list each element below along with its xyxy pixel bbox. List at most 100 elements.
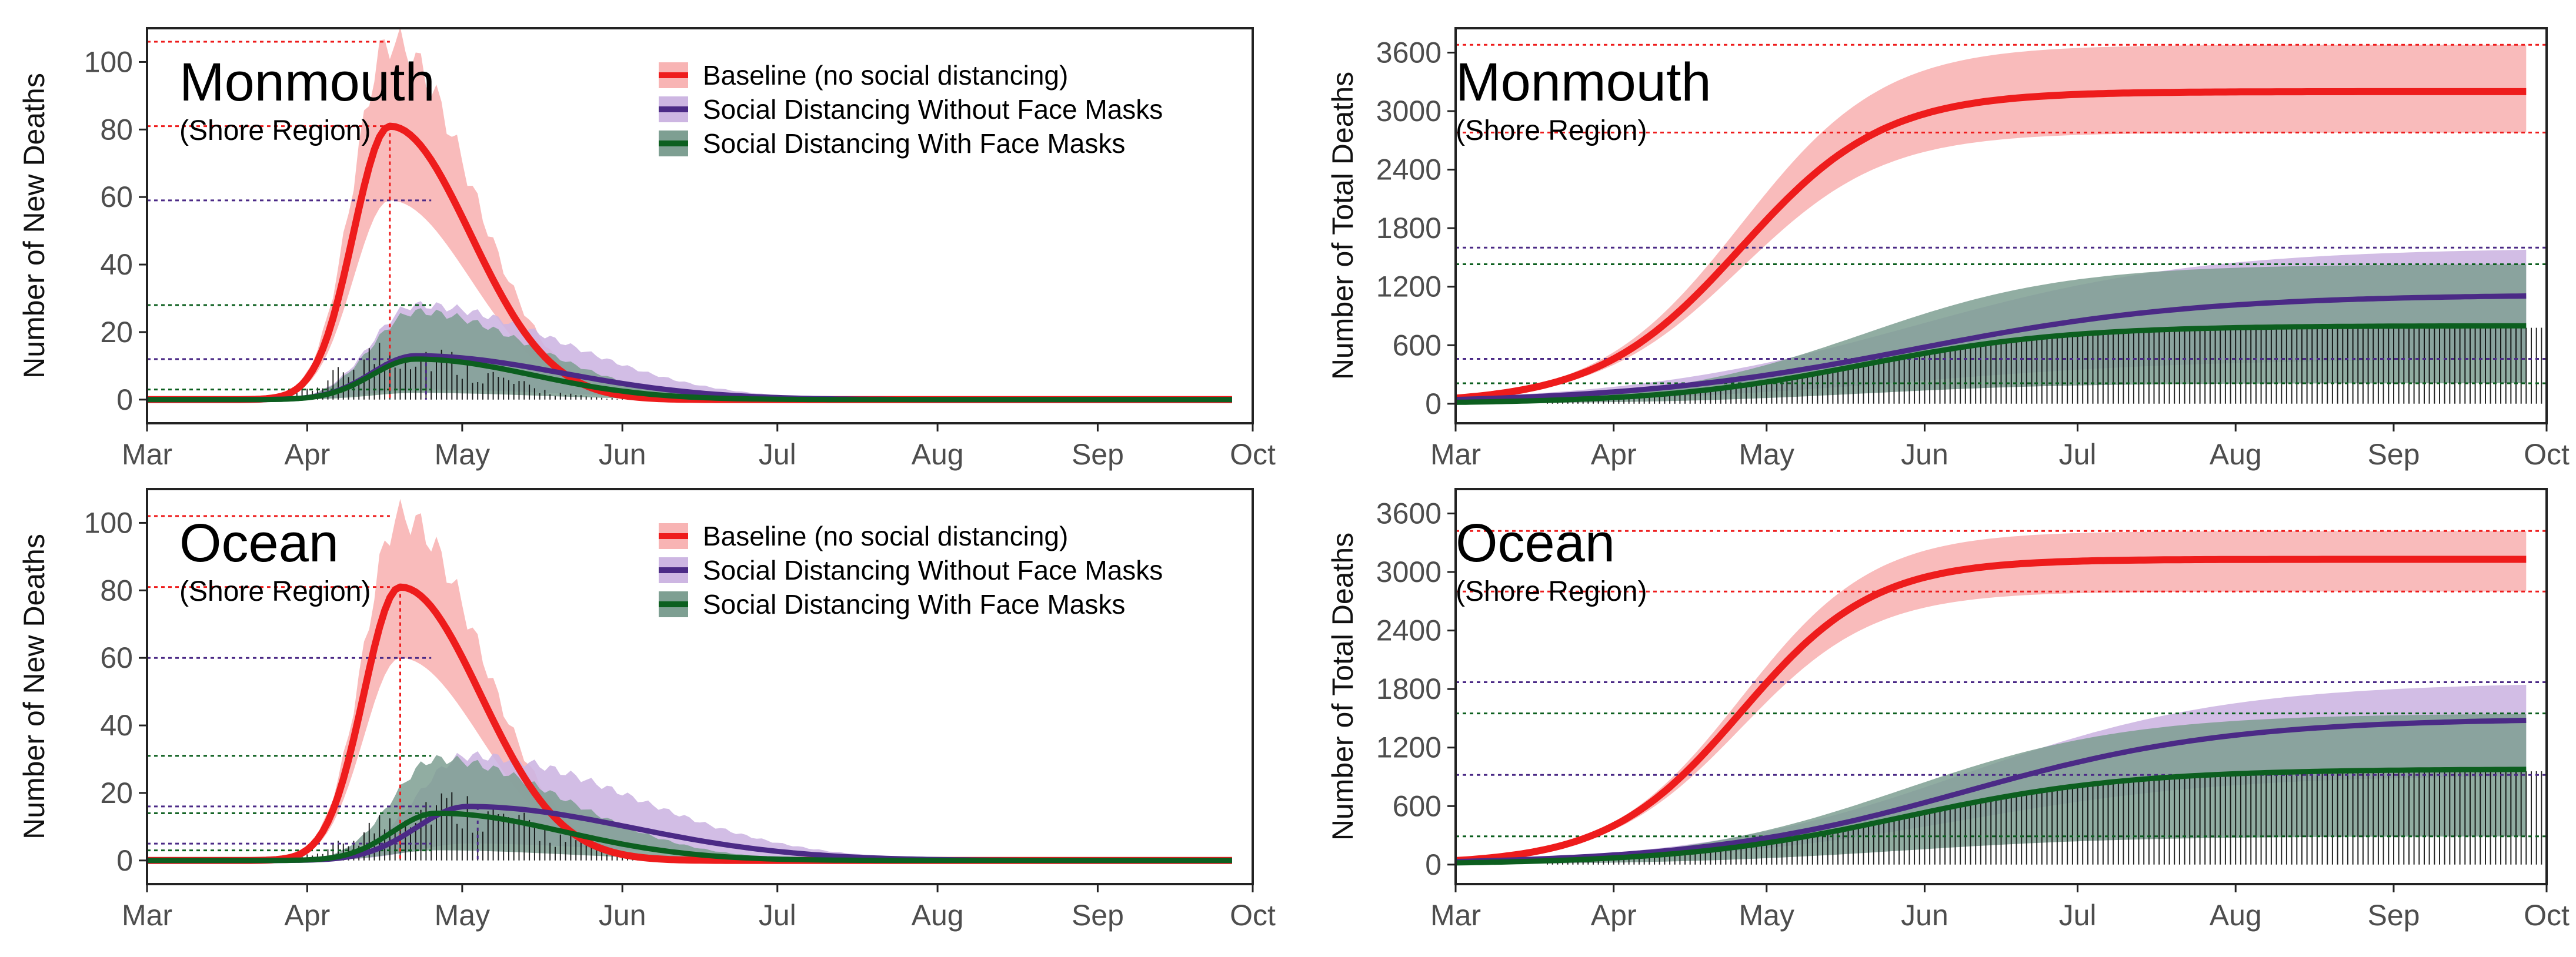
y-tick-label: 3000 xyxy=(1376,556,1442,588)
no_mask-band xyxy=(147,301,1232,400)
baseline-line xyxy=(1456,556,2527,864)
panel-subtitle: (Shore Region) xyxy=(179,115,371,146)
plot-area xyxy=(1456,44,2547,405)
y-tick-label: 3600 xyxy=(1376,497,1442,530)
y-tick-label: 3000 xyxy=(1376,95,1442,128)
legend-label-mask: Social Distancing With Face Masks xyxy=(703,589,1125,620)
x-tick-label: Sep xyxy=(1072,438,1124,471)
legend-label-baseline: Baseline (no social distancing) xyxy=(703,521,1068,551)
x-tick-label: Jun xyxy=(1901,899,1948,932)
panel-title: Ocean xyxy=(1456,513,1615,573)
y-axis-label: Number of Total Deaths xyxy=(1326,533,1359,841)
x-tick-label: Jul xyxy=(759,438,796,471)
plot-frame xyxy=(1454,27,2548,424)
baseline-line xyxy=(1456,88,2527,402)
x-tick-label: Apr xyxy=(284,899,330,932)
legend-label-baseline: Baseline (no social distancing) xyxy=(703,60,1068,91)
y-tick-label: 0 xyxy=(1425,848,1442,881)
y-tick-label: 1800 xyxy=(1376,672,1442,705)
x-tick-label: May xyxy=(435,438,490,471)
x-tick-label: Jun xyxy=(1901,438,1948,471)
plot-area xyxy=(147,498,1232,864)
panel-bottom-left: 0 20 40 60 80 100 Mar Apr May Jun Jul Aug Sep Oct Numb… xyxy=(18,488,1276,932)
no_mask-line xyxy=(1456,293,2527,403)
x-tick-label: Mar xyxy=(122,899,172,932)
plot-frame xyxy=(1454,488,2548,885)
panel-top-left: 0 20 40 60 80 100 Mar Apr May Jun Jul Aug Sep Oct Numb… xyxy=(18,27,1276,471)
x-tick-label: Aug xyxy=(912,438,964,471)
mask-band xyxy=(1456,714,2527,864)
panel-top-right: 0 600 1200 1800 2400 3000 3600 Mar Apr May Jun Jul A… xyxy=(1326,27,2570,471)
baseline-band xyxy=(147,498,1232,861)
x-tick-label: Sep xyxy=(2367,899,2420,932)
panel-subtitle: (Shore Region) xyxy=(179,576,371,607)
x-tick-label: Apr xyxy=(1591,438,1637,471)
y-axis-label: Number of Total Deaths xyxy=(1326,72,1359,380)
y-tick-label: 2400 xyxy=(1376,153,1442,186)
panel-subtitle: (Shore Region) xyxy=(1456,115,1647,146)
panel-subtitle: (Shore Region) xyxy=(1456,576,1647,607)
no_mask-line xyxy=(1456,718,2527,865)
mask-line xyxy=(1456,767,2527,866)
x-tick-label: Jul xyxy=(2059,438,2097,471)
plot-area xyxy=(147,28,1232,403)
y-tick-label: 2400 xyxy=(1376,614,1442,647)
y-tick-label: 60 xyxy=(100,180,133,213)
y-tick-label: 600 xyxy=(1393,789,1442,822)
y-tick-label: 40 xyxy=(100,709,133,742)
y-tick-label: 40 xyxy=(100,248,133,281)
legend-label-mask: Social Distancing With Face Masks xyxy=(703,128,1125,159)
x-tick-label: Mar xyxy=(1430,899,1481,932)
baseline-band xyxy=(147,28,1232,400)
mask-line xyxy=(147,356,1232,403)
baseline-band xyxy=(1456,531,2527,861)
x-tick-label: May xyxy=(1739,438,1794,471)
plot-frame xyxy=(146,27,1254,424)
x-tick-label: Oct xyxy=(2524,438,2570,471)
x-tick-label: Aug xyxy=(912,899,964,932)
x-tick-label: Sep xyxy=(2367,438,2420,471)
x-tick-label: Oct xyxy=(2524,899,2570,932)
x-tick-label: Apr xyxy=(1591,899,1637,932)
mask-band xyxy=(147,755,1232,861)
x-tick-label: Jul xyxy=(2059,899,2097,932)
x-tick-label: May xyxy=(435,899,490,932)
panel-title: Monmouth xyxy=(1456,52,1711,112)
mask-line xyxy=(147,810,1232,864)
baseline-band xyxy=(1456,45,2527,399)
y-tick-label: 100 xyxy=(84,45,133,78)
x-tick-label: Apr xyxy=(284,438,330,471)
x-tick-label: Jul xyxy=(759,899,796,932)
y-tick-label: 1800 xyxy=(1376,212,1442,245)
panel-title: Ocean xyxy=(179,513,339,573)
y-tick-label: 0 xyxy=(116,844,133,877)
y-tick-label: 60 xyxy=(100,641,133,674)
y-tick-label: 1200 xyxy=(1376,270,1442,303)
plot-area xyxy=(1456,530,2547,866)
mask-line xyxy=(1456,323,2527,405)
x-tick-label: Oct xyxy=(1230,899,1276,932)
x-tick-label: Oct xyxy=(1230,438,1276,471)
panel-title: Monmouth xyxy=(179,52,435,112)
y-tick-label: 80 xyxy=(100,113,133,146)
y-tick-label: 600 xyxy=(1393,329,1442,362)
legend-label-no_mask: Social Distancing Without Face Masks xyxy=(703,94,1163,125)
plot-frame xyxy=(146,488,1254,885)
x-tick-label: Aug xyxy=(2210,899,2262,932)
x-tick-label: Mar xyxy=(122,438,172,471)
y-tick-label: 3600 xyxy=(1376,36,1442,69)
x-tick-label: Mar xyxy=(1430,438,1481,471)
y-tick-label: 1200 xyxy=(1376,731,1442,764)
x-tick-label: Jun xyxy=(599,438,646,471)
x-tick-label: Sep xyxy=(1072,899,1124,932)
x-tick-label: Aug xyxy=(2210,438,2262,471)
y-tick-label: 0 xyxy=(1425,387,1442,420)
y-tick-label: 100 xyxy=(84,506,133,539)
legend-label-no_mask: Social Distancing Without Face Masks xyxy=(703,555,1163,585)
y-axis-label: Number of New Deaths xyxy=(18,73,51,379)
panel-bottom-right: 0 600 1200 1800 2400 3000 3600 Mar Apr May Jun Jul A… xyxy=(1326,488,2570,932)
mask-band xyxy=(147,308,1232,400)
y-tick-label: 20 xyxy=(100,777,133,809)
y-tick-label: 80 xyxy=(100,574,133,607)
